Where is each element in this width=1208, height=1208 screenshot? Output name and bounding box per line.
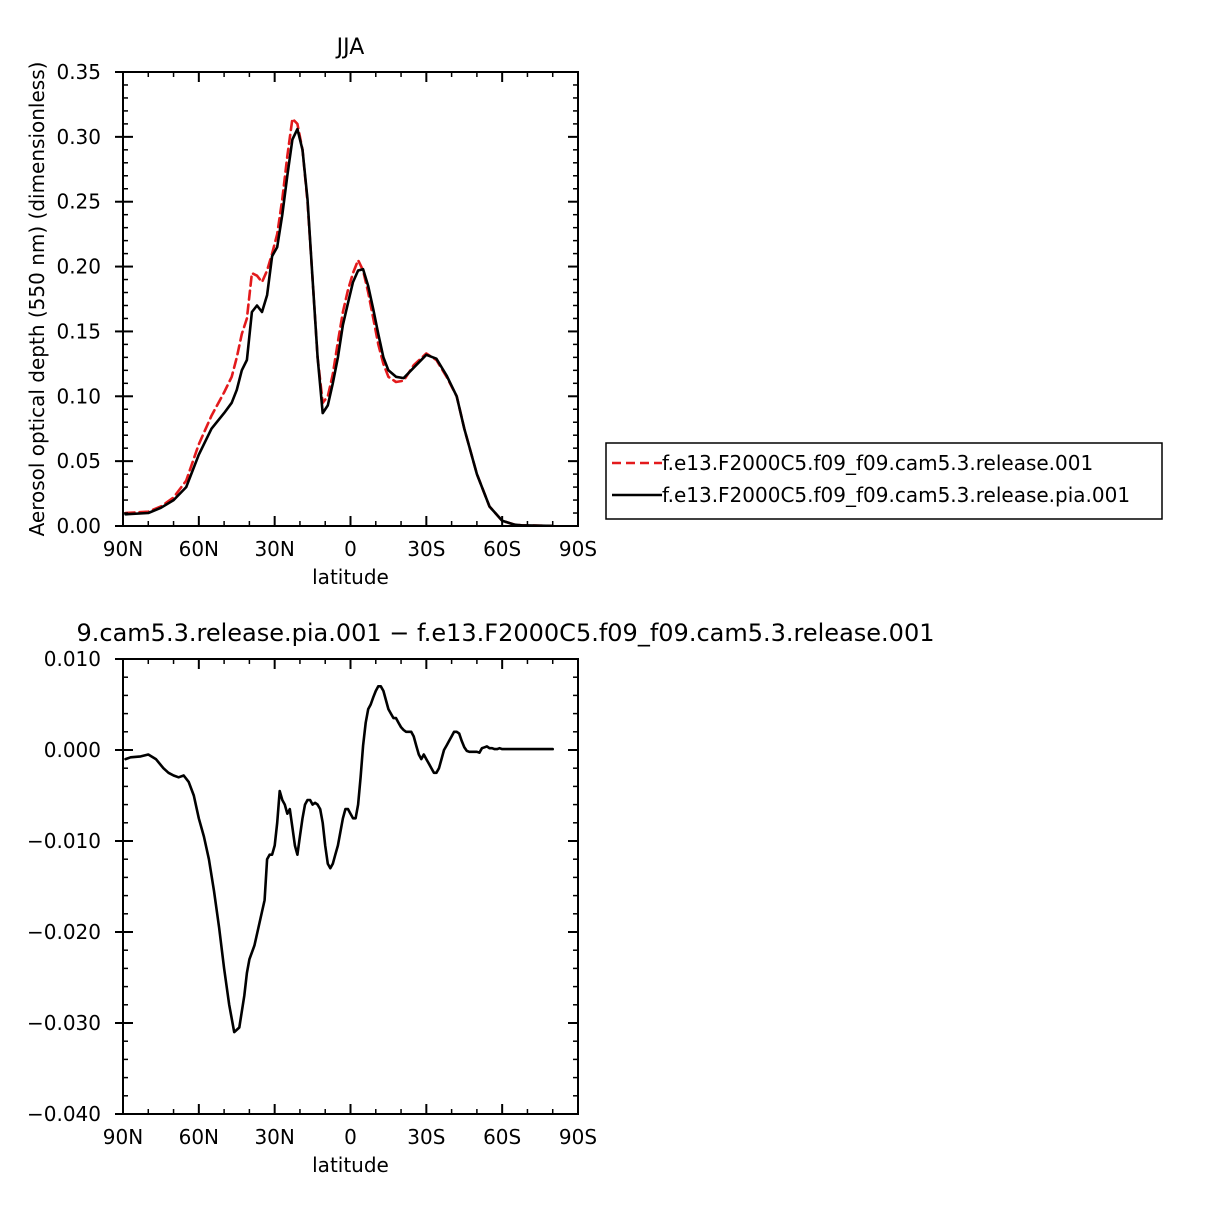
legend: f.e13.F2000C5.f09_f09.cam5.3.release.001… (605, 442, 1163, 520)
y-tick-label: −0.020 (27, 920, 101, 944)
plot-frame (122, 71, 579, 527)
series-group (124, 684, 555, 1034)
y-tick-label: 0.05 (56, 449, 101, 473)
x-tick-label: 30N (254, 1125, 294, 1149)
x-tick-label: 60N (179, 537, 219, 561)
x-tick-label: 90S (559, 537, 597, 561)
y-tick-label: 0.30 (56, 125, 101, 149)
y-tick-label: −0.030 (27, 1011, 101, 1035)
y-tick-label: −0.040 (27, 1102, 101, 1126)
x-tick-label: 60N (179, 1125, 219, 1149)
plot-frame (122, 658, 579, 1115)
x-tick-label: 60S (483, 1125, 521, 1149)
y-tick-label: 0.010 (44, 647, 101, 671)
top-chart-panel: JJA 90N 60N 30N 0 30S 60S 90S 0.00 0.05 0.10 0.15 0.… (25, 35, 597, 589)
chart-title: 9.cam5.3.release.pia.001 − f.e13.F2000C5… (77, 619, 935, 647)
x-tick-label: 30S (407, 537, 445, 561)
x-tick-label: 90S (559, 1125, 597, 1149)
y-tick-label: 0.35 (56, 60, 101, 84)
series-line-2 (124, 127, 555, 526)
legend-box (605, 442, 1163, 520)
x-tick-label: 30N (254, 537, 294, 561)
x-tick-label: 90N (103, 1125, 143, 1149)
x-tick-label: 60S (483, 537, 521, 561)
chart-title: JJA (335, 35, 365, 60)
x-axis-label: latitude (312, 1153, 389, 1177)
series-line-1 (124, 684, 555, 1034)
legend-label-1: f.e13.F2000C5.f09_f09.cam5.3.release.001 (662, 451, 1093, 475)
y-tick-label: 0.25 (56, 190, 101, 214)
series-group (124, 117, 555, 526)
y-tick-label: 0.000 (44, 738, 101, 762)
x-tick-label: 0 (344, 1125, 357, 1149)
y-tick-label: 0.20 (56, 255, 101, 279)
y-tick-label: 0.15 (56, 319, 101, 343)
x-axis-label: latitude (312, 565, 389, 589)
x-tick-label: 90N (103, 537, 143, 561)
bottom-chart-panel: 9.cam5.3.release.pia.001 − f.e13.F2000C5… (27, 619, 935, 1177)
x-tick-label: 30S (407, 1125, 445, 1149)
legend-label-2: f.e13.F2000C5.f09_f09.cam5.3.release.pia… (662, 483, 1130, 507)
series-line-1 (124, 117, 555, 526)
y-tick-label: 0.10 (56, 384, 101, 408)
x-tick-label: 0 (344, 537, 357, 561)
y-tick-label: −0.010 (27, 829, 101, 853)
y-tick-label: 0.00 (56, 514, 101, 538)
y-axis-label: Aerosol optical depth (550 nm) (dimensio… (25, 62, 49, 537)
